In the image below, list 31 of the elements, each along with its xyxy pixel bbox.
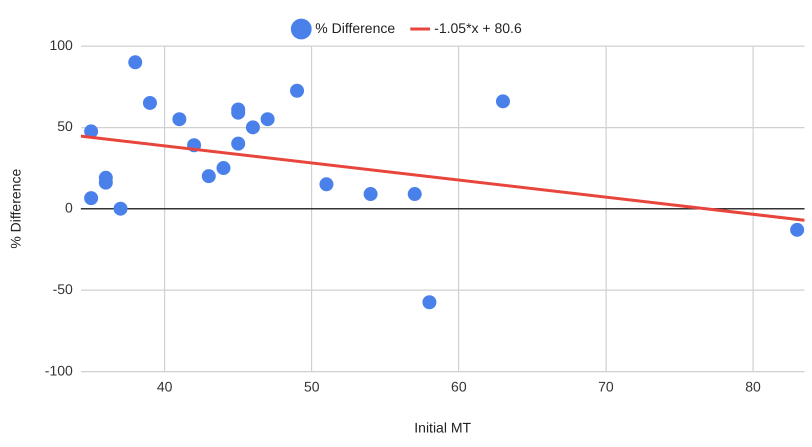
point [364, 187, 378, 202]
y-tick-label: -100 [44, 362, 74, 378]
point [790, 222, 804, 237]
legend-label: % Difference [315, 20, 396, 36]
x-tick-label: 80 [745, 378, 762, 395]
point [260, 112, 275, 126]
point [246, 120, 260, 134]
point [496, 94, 510, 108]
y-axis-title: % Difference [7, 168, 24, 249]
x-axis-title: Initial MT [414, 419, 472, 436]
point [408, 187, 422, 202]
x-tick-label: 50 [304, 378, 320, 395]
point [114, 202, 128, 216]
y-tick-label: 50 [57, 118, 74, 134]
y-tick-label: -50 [52, 280, 74, 297]
point [216, 161, 230, 176]
y-tick-label: 0 [65, 200, 74, 216]
legend-label: -1.05*x + 80.6 [434, 20, 522, 36]
point [128, 55, 142, 70]
point [142, 96, 157, 110]
x-tick-label: 70 [598, 378, 614, 395]
point [422, 295, 436, 310]
point [290, 84, 304, 98]
x-tick-label: 40 [156, 378, 173, 395]
x-tick-label: 60 [451, 378, 467, 395]
point [319, 177, 334, 192]
point [231, 136, 246, 151]
point [84, 191, 98, 206]
point [172, 112, 186, 126]
y-tick-label: 100 [49, 36, 74, 53]
point [202, 169, 216, 184]
